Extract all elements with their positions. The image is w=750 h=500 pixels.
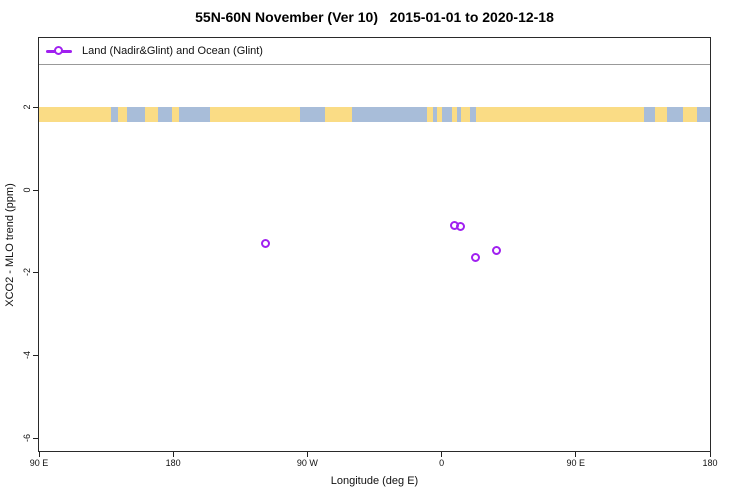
y-tick-label: 0: [22, 187, 32, 193]
map-strip-segment-land: [144, 107, 159, 123]
map-strip-segment-ocean: [179, 107, 211, 123]
map-strip-segment-land: [210, 107, 300, 123]
y-axis-label: XCO2 - MLO trend (ppm): [4, 183, 16, 307]
map-strip-segment-ocean: [469, 107, 476, 123]
x-tick: [306, 452, 308, 457]
legend-marker-icon: [46, 46, 72, 57]
x-tick-label: 90 W: [296, 458, 318, 468]
x-tick-label: 0: [439, 458, 445, 468]
map-strip: [39, 107, 710, 123]
x-tick-label: 90 E: [566, 458, 586, 468]
map-strip-segment-land: [654, 107, 667, 123]
map-strip-segment-land: [475, 107, 645, 123]
map-strip-segment-ocean: [456, 107, 461, 123]
x-tick: [709, 452, 711, 457]
data-point: [491, 245, 501, 255]
map-strip-segment-land: [437, 107, 442, 123]
data-point: [470, 252, 480, 262]
legend-circle-icon: [54, 46, 63, 55]
map-strip-segment-ocean: [299, 107, 326, 123]
x-tick-label: 90 E: [29, 458, 49, 468]
map-strip-segment-ocean: [432, 107, 438, 123]
map-strip-segment-ocean: [666, 107, 684, 123]
map-strip-segment-ocean: [352, 107, 427, 123]
map-strip-segment-land: [118, 107, 127, 123]
map-strip-segment-ocean: [126, 107, 145, 123]
x-tick: [172, 452, 174, 457]
y-tick: [33, 189, 38, 191]
x-axis-label: Longitude (deg E): [330, 475, 419, 487]
data-point: [455, 222, 465, 232]
map-strip-segment-ocean: [644, 107, 655, 123]
x-tick-label: 180: [702, 458, 718, 468]
map-strip-segment-land: [452, 107, 457, 123]
y-tick-label: -2: [22, 268, 32, 277]
legend-label: Land (Nadir&Glint) and Ocean (Glint): [82, 45, 263, 57]
x-tick: [441, 452, 443, 457]
map-strip-segment-ocean: [110, 107, 119, 123]
x-tick: [575, 452, 577, 457]
y-tick-label: -6: [22, 434, 32, 443]
map-strip-segment-land: [683, 107, 697, 123]
map-strip-segment-ocean: [441, 107, 453, 123]
legend: Land (Nadir&Glint) and Ocean (Glint): [39, 38, 710, 64]
legend-divider: [39, 64, 710, 65]
plot-area: Land (Nadir&Glint) and Ocean (Glint): [38, 37, 711, 452]
y-tick: [33, 106, 38, 108]
map-strip-segment-land: [171, 107, 180, 123]
map-strip-segment-land: [426, 107, 433, 123]
map-strip-segment-ocean: [696, 107, 710, 123]
y-tick: [33, 438, 38, 440]
x-tick-label: 180: [165, 458, 181, 468]
x-tick: [38, 452, 40, 457]
y-tick-label: 2: [22, 104, 32, 110]
data-point: [260, 238, 270, 248]
map-strip-segment-land: [39, 107, 111, 123]
chart-title: 55N-60N November (Ver 10) 2015-01-01 to …: [195, 9, 554, 25]
map-strip-segment-ocean: [158, 107, 172, 123]
y-tick: [33, 355, 38, 357]
y-tick: [33, 272, 38, 274]
map-strip-segment-land: [460, 107, 470, 123]
y-tick-label: -4: [22, 351, 32, 360]
map-strip-segment-land: [325, 107, 353, 123]
